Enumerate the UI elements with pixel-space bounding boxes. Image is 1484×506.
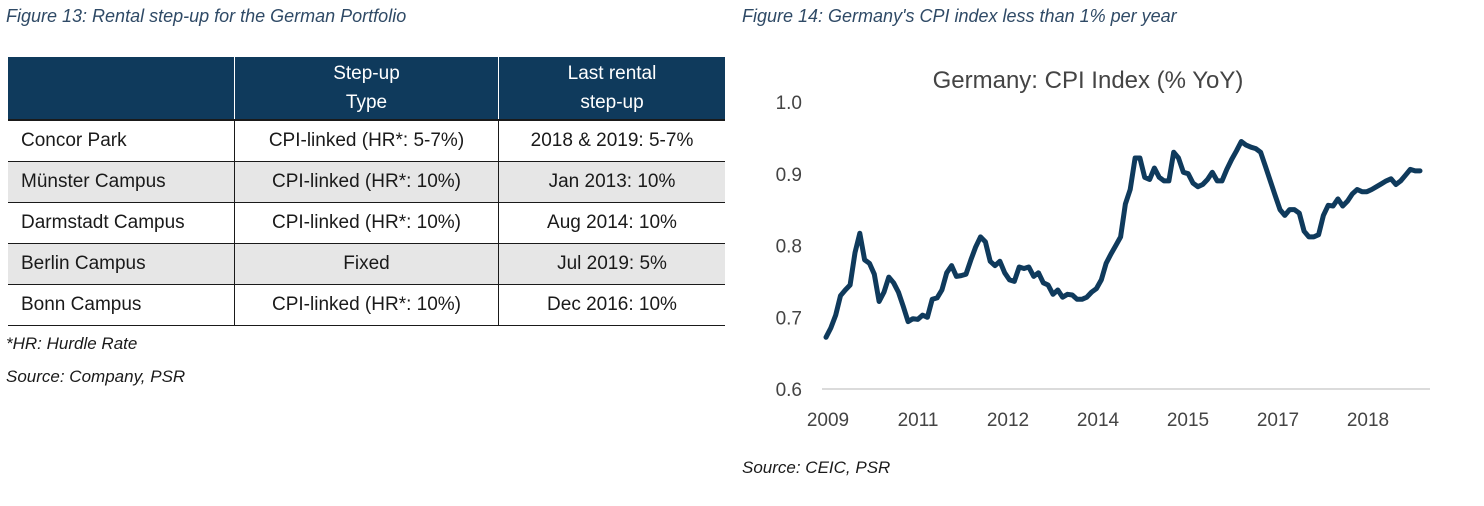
table-row: Münster Campus CPI-linked (HR*: 10%) Jan… [8, 161, 725, 203]
figure-14-source: Source: CEIC, PSR [742, 458, 891, 477]
x-tick-label: 2018 [1347, 410, 1389, 431]
figure-13-caption: Figure 13: Rental step-up for the German… [6, 6, 407, 26]
table-cell-property: Bonn Campus [8, 284, 235, 326]
x-tick-label: 2017 [1257, 410, 1299, 431]
table-cell-step-up-type: CPI-linked (HR*: 5-7%) [234, 119, 499, 162]
table-cell-property: Berlin Campus [8, 243, 235, 285]
y-tick-label: 0.8 [776, 237, 802, 258]
chart-title: Germany: CPI Index (% YoY) [933, 67, 1244, 94]
table-cell-step-up-type: CPI-linked (HR*: 10%) [234, 284, 499, 326]
table-header-cell: Last rental step-up [498, 57, 725, 120]
figure-13-source: Source: Company, PSR [6, 367, 186, 386]
x-tick-label: 2012 [987, 410, 1029, 431]
rental-step-up-table: Step-up Type Last rental step-up Concor Pa… [8, 57, 725, 326]
table-cell-last-step-up: Jan 2013: 10% [498, 161, 725, 203]
x-axis-ticks: 2009 2011 2012 2014 2015 2017 2018 [807, 410, 1389, 431]
table-row: Berlin Campus Fixed Jul 2019: 5% [8, 243, 725, 285]
x-tick-label: 2015 [1167, 410, 1209, 431]
cpi-series-line [823, 139, 1423, 340]
table-cell-last-step-up: Aug 2014: 10% [498, 202, 725, 244]
table-row: Darmstadt Campus CPI-linked (HR*: 10%) A… [8, 202, 725, 244]
table-row: Concor Park CPI-linked (HR*: 5-7%) 2018 … [8, 119, 725, 162]
table-cell-step-up-type: Fixed [234, 243, 499, 285]
table-cell-last-step-up: Dec 2016: 10% [498, 284, 725, 326]
y-axis-ticks: 0.6 0.7 0.8 0.9 1.0 [776, 93, 802, 401]
table-cell-property: Concor Park [8, 119, 235, 162]
y-tick-label: 0.7 [776, 308, 802, 329]
table-cell-last-step-up: Jul 2019: 5% [498, 243, 725, 285]
y-tick-label: 1.0 [776, 93, 802, 114]
y-tick-label: 0.6 [776, 380, 802, 401]
table-header-row: Step-up Type Last rental step-up [8, 57, 725, 120]
table-cell-step-up-type: CPI-linked (HR*: 10%) [234, 202, 499, 244]
hurdle-rate-footnote: *HR: Hurdle Rate [6, 334, 138, 353]
table-header-cell [8, 57, 235, 120]
table-cell-property: Darmstadt Campus [8, 202, 235, 244]
x-tick-label: 2011 [898, 410, 939, 431]
table-row: Bonn Campus CPI-linked (HR*: 10%) Dec 20… [8, 284, 725, 326]
header-last-rental-step-up: Last rental step-up [567, 63, 657, 113]
header-step-up-type: Step-up Type [333, 63, 400, 113]
x-tick-label: 2009 [807, 410, 849, 431]
figure-14-caption: Figure 14: Germany's CPI index less than… [742, 6, 1177, 26]
table-cell-step-up-type: CPI-linked (HR*: 10%) [234, 161, 499, 203]
cpi-line-chart: Germany: CPI Index (% YoY) 0.6 0.7 0.8 0.9 1… [776, 67, 1430, 431]
table-cell-property: Münster Campus [8, 161, 235, 203]
table-header-cell: Step-up Type [234, 57, 499, 120]
y-tick-label: 0.9 [776, 165, 802, 186]
table-cell-last-step-up: 2018 & 2019: 5-7% [498, 119, 725, 162]
x-tick-label: 2014 [1077, 410, 1120, 431]
